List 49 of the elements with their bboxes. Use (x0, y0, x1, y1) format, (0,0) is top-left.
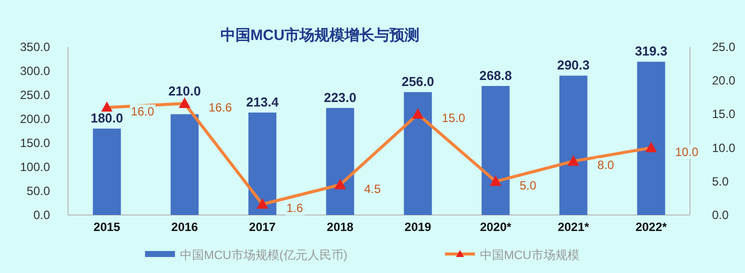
data-label: 256.0 (402, 74, 434, 90)
chart-title: 中国MCU市场规模增长与预测 (220, 26, 420, 44)
bar (482, 86, 510, 215)
data-label: 10.0 (675, 144, 699, 159)
bar (248, 112, 276, 215)
legend-label: 中国MCU市场规模(亿元人民币) (180, 248, 348, 262)
legend-label: 中国MCU市场规模 (480, 248, 580, 262)
data-label: 319.3 (634, 44, 668, 59)
text: 0.0 (33, 208, 50, 222)
x-tick-label: 2015 (94, 220, 121, 234)
data-label: 16.6 (208, 100, 232, 114)
data-label: 268.8 (479, 68, 512, 83)
data-label: 16.0 (130, 104, 155, 118)
data-label: 290.3 (557, 58, 590, 73)
text: 300.0 (20, 64, 50, 78)
x-tick-label: 2020* (480, 220, 512, 234)
data-label: 223.0 (324, 90, 356, 105)
text: 100.0 (20, 160, 50, 174)
bar (92, 128, 121, 215)
x-tick-label: 2021* (558, 220, 590, 234)
bar (170, 114, 199, 215)
data-label: 180.0 (90, 110, 124, 126)
data-label: 4.5 (364, 182, 382, 196)
text: 10.0 (712, 140, 736, 155)
data-label: 5.0 (520, 178, 537, 192)
x-tick-label: 2018 (326, 220, 354, 234)
text: 200.0 (20, 112, 50, 126)
text: 250.0 (20, 88, 50, 102)
x-tick-label: 2016 (171, 220, 198, 234)
x-tick-label: 2017 (249, 220, 276, 234)
text: 25.0 (712, 40, 736, 54)
x-tick-label: 2022* (635, 220, 668, 234)
text: 5.0 (712, 174, 729, 188)
bar (637, 62, 666, 215)
text: 0.0 (712, 208, 729, 222)
data-label: 1.6 (286, 201, 304, 216)
bar (404, 92, 432, 215)
text: 15.0 (712, 107, 736, 122)
bar (559, 76, 588, 215)
data-label: 210.0 (168, 83, 201, 98)
x-tick-label: 2019 (404, 220, 432, 234)
text: 20.0 (712, 74, 736, 88)
text: 350.0 (20, 40, 50, 54)
data-label: 8.0 (597, 158, 614, 172)
text: 150.0 (20, 136, 50, 150)
text: 50.0 (26, 184, 50, 198)
data-label: 15.0 (442, 111, 466, 126)
bar (326, 108, 354, 215)
data-label: 213.4 (246, 94, 280, 110)
